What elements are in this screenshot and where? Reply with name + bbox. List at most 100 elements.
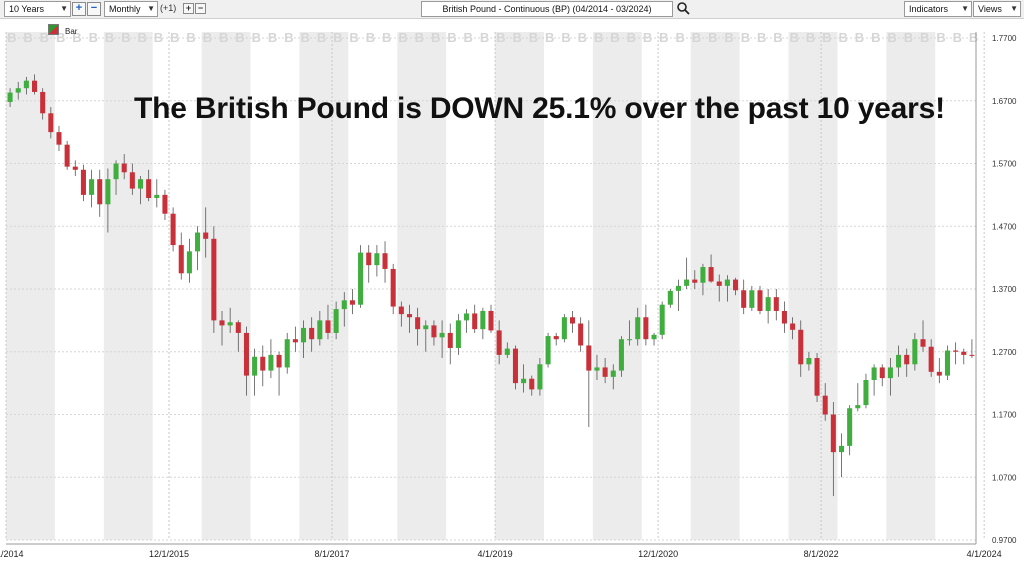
candle-body — [235, 322, 241, 333]
candle-body — [15, 88, 21, 93]
y-tick-label: 1.6700 — [992, 97, 1017, 106]
candle-body — [358, 252, 364, 305]
watermark-letter: B — [936, 30, 945, 45]
period-band — [592, 32, 642, 540]
candle-body — [48, 113, 54, 133]
legend-label: Bar — [65, 27, 78, 36]
candle-body — [252, 356, 258, 376]
symbol-field[interactable]: British Pound - Continuous (BP) (04/2014… — [421, 1, 673, 17]
views-select[interactable]: Views ▼ — [973, 1, 1021, 17]
chevron-down-icon: ▼ — [147, 4, 155, 13]
x-tick-label: 4/1/2024 — [967, 549, 1002, 559]
watermark-letter: B — [529, 30, 538, 45]
step-minus-button[interactable]: − — [195, 3, 206, 14]
candle-body — [488, 310, 494, 331]
candle-body — [814, 358, 820, 396]
period-select[interactable]: 10 Years ▼ — [4, 1, 71, 17]
zoom-out-button[interactable]: − — [87, 2, 101, 16]
candle-body — [439, 332, 445, 338]
watermark-letter: B — [268, 30, 277, 45]
watermark-letter: B — [904, 30, 913, 45]
candle-body — [447, 332, 453, 348]
candle-body — [162, 194, 168, 214]
watermark-letter: B — [40, 30, 49, 45]
watermark-letter: B — [675, 30, 684, 45]
candle-body — [455, 320, 461, 348]
candle-body — [765, 297, 771, 311]
period-band — [495, 32, 544, 540]
candle-body — [472, 313, 478, 330]
watermark-letter: B — [56, 30, 65, 45]
candle-body — [594, 367, 600, 371]
y-tick-label: 1.1700 — [992, 411, 1017, 420]
period-band — [397, 32, 447, 540]
candle-body — [374, 253, 380, 266]
candle-body — [790, 323, 796, 330]
period-band — [886, 32, 936, 540]
indicators-label: Indicators — [909, 4, 949, 14]
y-tick-label: 1.4700 — [992, 222, 1017, 231]
candle-body — [72, 166, 78, 170]
candle-body — [724, 279, 730, 286]
candle-body — [406, 314, 413, 318]
watermark-letter: B — [301, 30, 310, 45]
candle-body — [961, 351, 967, 355]
candle-body — [806, 358, 812, 365]
candle-body — [317, 320, 323, 340]
candle-body — [80, 169, 86, 195]
candle-body — [912, 339, 918, 365]
candle-body — [398, 306, 404, 315]
candle-body — [423, 325, 429, 330]
candle-body — [651, 334, 657, 340]
watermark-letter: B — [496, 30, 505, 45]
indicators-select[interactable]: Indicators ▼ — [904, 1, 972, 17]
candle-body — [578, 323, 584, 346]
chevron-down-icon: ▼ — [1010, 4, 1018, 13]
interval-select[interactable]: Monthly ▼ — [104, 1, 158, 17]
y-tick-label: 1.5700 — [992, 160, 1017, 169]
watermark-letter: B — [887, 30, 896, 45]
candle-body — [121, 163, 127, 173]
candle-body — [504, 348, 510, 355]
watermark-letter: B — [920, 30, 929, 45]
step-plus-button[interactable]: + — [183, 3, 194, 14]
candle-body — [195, 232, 201, 252]
candle-body — [227, 322, 233, 326]
y-tick-label: 1.3700 — [992, 285, 1017, 294]
candle-body — [113, 163, 119, 180]
candle-body — [431, 325, 437, 338]
watermark-letter: B — [284, 30, 293, 45]
zoom-in-button[interactable]: + — [72, 2, 86, 16]
candle-body — [7, 92, 13, 103]
candle-body — [936, 371, 942, 376]
candle-body — [610, 370, 616, 377]
y-tick-label: 1.7700 — [992, 34, 1017, 43]
x-tick-label: 8/1/2022 — [804, 549, 839, 559]
search-icon[interactable] — [676, 1, 690, 16]
candle-body — [667, 290, 673, 305]
toolbar: 10 Years ▼ + − Monthly ▼ (+1) + − Britis… — [0, 0, 1024, 19]
candle-body — [333, 309, 339, 333]
candle-body — [716, 281, 722, 286]
candle-body — [284, 339, 290, 368]
candle-body — [757, 290, 763, 311]
watermark-letter: B — [512, 30, 521, 45]
watermark-letter: B — [708, 30, 717, 45]
candle-body — [40, 91, 46, 114]
chevron-down-icon: ▼ — [961, 4, 969, 13]
candle-body — [773, 297, 779, 311]
candle-body — [56, 132, 62, 145]
candle-body — [211, 238, 217, 321]
candle-body — [309, 327, 315, 340]
candle-body — [863, 379, 869, 406]
watermark-letter: B — [692, 30, 701, 45]
candle-body — [219, 320, 225, 326]
candle-body — [203, 232, 209, 239]
candle-body — [341, 300, 347, 310]
candle-body — [146, 179, 152, 199]
candle-body — [137, 179, 144, 189]
candle-body — [178, 245, 184, 274]
watermark-letter: B — [89, 30, 98, 45]
candle-body — [366, 252, 372, 266]
